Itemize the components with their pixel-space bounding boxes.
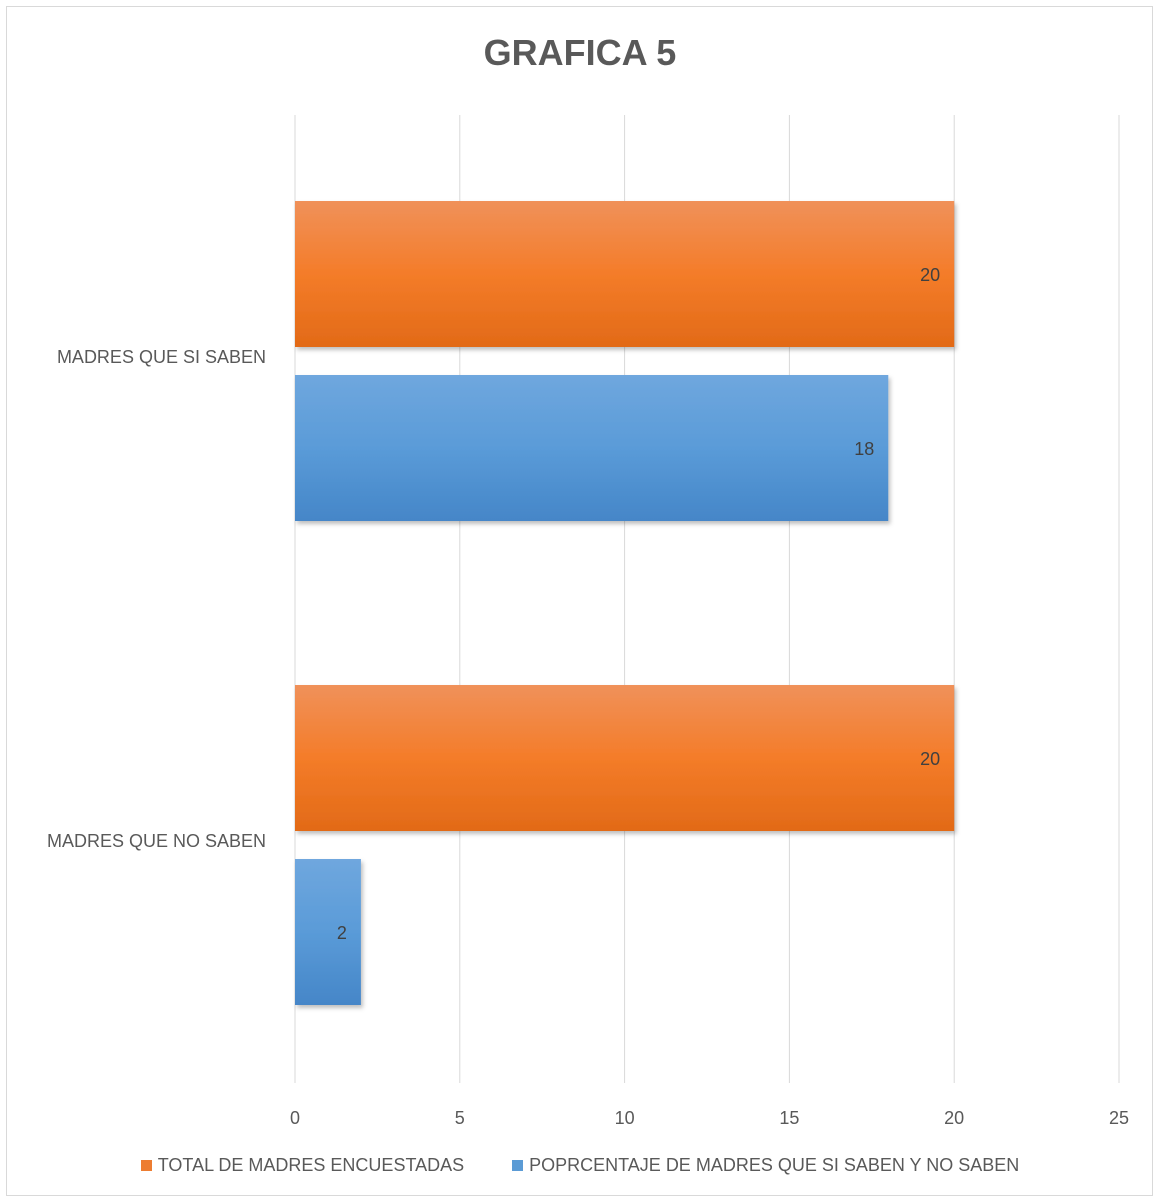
data-label: 20: [920, 749, 940, 769]
legend-item-porcentaje: POPRCENTAJE DE MADRES QUE SI SABEN Y NO …: [512, 1155, 1019, 1176]
x-tick-label: 15: [779, 1108, 799, 1128]
x-tick-label: 10: [615, 1108, 635, 1128]
x-tick-label: 0: [290, 1108, 300, 1128]
data-label: 2: [337, 923, 347, 943]
data-label: 18: [854, 439, 874, 459]
x-tick-label: 5: [455, 1108, 465, 1128]
category-label: MADRES QUE NO SABEN: [47, 831, 266, 851]
bar-porcentaje: [295, 859, 361, 1005]
category-label: MADRES QUE SI SABEN: [57, 347, 266, 367]
bar-porcentaje: [295, 375, 889, 521]
legend: TOTAL DE MADRES ENCUESTADAS POPRCENTAJE …: [0, 1155, 1160, 1176]
bar-total: [295, 201, 955, 347]
bar-total: [295, 685, 955, 831]
legend-label-total: TOTAL DE MADRES ENCUESTADAS: [157, 1155, 465, 1175]
x-tick-label: 25: [1109, 1108, 1129, 1128]
legend-item-total: TOTAL DE MADRES ENCUESTADAS: [140, 1155, 465, 1176]
legend-swatch-orange: [140, 1160, 152, 1171]
chart-title: GRAFICA 5: [483, 32, 677, 73]
data-label: 20: [920, 265, 940, 285]
legend-label-porcentaje: POPRCENTAJE DE MADRES QUE SI SABEN Y NO …: [529, 1155, 1020, 1175]
x-tick-label: 20: [944, 1108, 964, 1128]
legend-swatch-blue: [512, 1160, 524, 1171]
